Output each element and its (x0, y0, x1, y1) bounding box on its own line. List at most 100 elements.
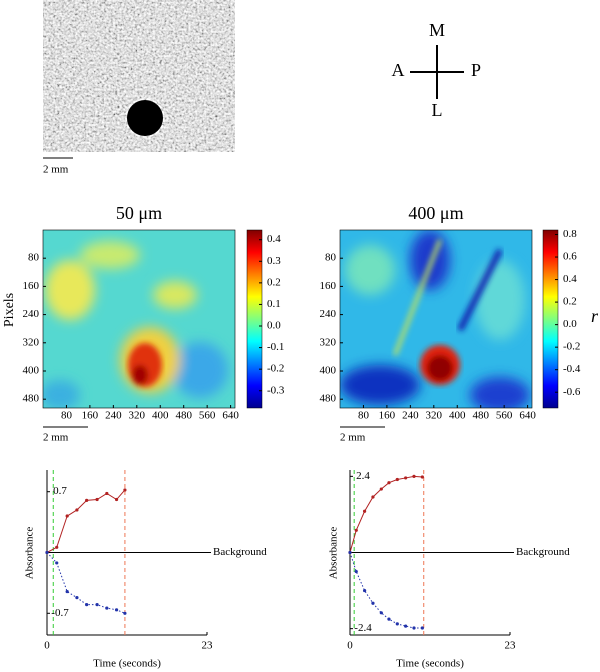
data-point (123, 611, 127, 615)
colorbar-tick-label: 0.4 (563, 273, 577, 285)
y-axis-label: Absorbance (328, 527, 340, 580)
series-line (349, 552, 423, 629)
colorbar-tick-label: -0.6 (563, 386, 581, 398)
x-tick-label: 240 (402, 410, 419, 422)
data-point (123, 488, 127, 492)
data-point (379, 487, 383, 491)
data-point (55, 561, 59, 565)
data-point (45, 550, 49, 555)
compass-label: A (392, 60, 405, 80)
colorbar-tick-label: -0.4 (563, 363, 581, 375)
y-tick-label: 240 (320, 308, 337, 320)
chart-title: 400 μm (408, 203, 463, 223)
y-axis-label: Pixels (2, 293, 17, 327)
colorbar-tick-label: 0.2 (563, 296, 577, 308)
colorbar-tick-label: 0.8 (563, 228, 577, 240)
annotation: Background (213, 546, 267, 558)
y-tick-label: 160 (23, 280, 40, 292)
compass: M A P L (392, 20, 482, 120)
annotation: Background (516, 546, 570, 558)
y-tick-label: 80 (28, 252, 40, 264)
data-point (404, 476, 408, 480)
data-point (85, 498, 89, 502)
y-tick-label: 320 (23, 336, 40, 348)
data-point (114, 497, 119, 502)
colorbar-tick-label: -0.2 (563, 341, 580, 353)
y-tick-label: 2.4 (356, 470, 370, 482)
data-point (363, 509, 367, 513)
x-tick-label: 640 (519, 410, 536, 422)
colorbar-tick-label: -0.3 (267, 384, 285, 396)
y-axis-label: Absorbance (24, 527, 36, 580)
x-tick-label: 400 (449, 410, 466, 422)
colorbar-tick-label: 0.1 (267, 298, 281, 310)
data-point (395, 477, 399, 482)
data-point (95, 603, 99, 607)
plot-frame (42, 229, 236, 409)
colorbar-tick-label: 0.6 (563, 251, 577, 263)
y-tick-label: 240 (23, 308, 40, 320)
data-point (412, 474, 416, 478)
colorbar-tick-label: 0.0 (267, 320, 281, 332)
data-point (371, 495, 375, 499)
y-tick-label: 400 (23, 365, 40, 377)
data-point (65, 589, 69, 594)
data-point (354, 569, 358, 574)
y-tick-label: -0.7 (51, 607, 69, 619)
x-tick-label: 23 (202, 640, 214, 652)
x-tick-label: 640 (222, 410, 239, 422)
plot-frame (339, 229, 533, 409)
x-tick-label: 23 (505, 640, 517, 652)
x-tick-label: 80 (61, 410, 73, 422)
y-tick-label: 160 (320, 280, 337, 292)
data-point (379, 611, 383, 615)
data-point (387, 481, 391, 485)
colorbar-tick-label: 0.3 (267, 255, 281, 267)
data-point (75, 508, 79, 512)
y-tick-label: 0.7 (53, 485, 67, 497)
x-tick-label: 0 (44, 640, 50, 652)
data-point (354, 528, 358, 532)
y-tick-label: 80 (325, 252, 337, 264)
y-tick-label: 320 (320, 336, 337, 348)
data-point (105, 491, 109, 496)
data-point (412, 626, 416, 630)
data-point (95, 497, 99, 502)
series-line (349, 475, 423, 553)
x-tick-label: 80 (358, 410, 370, 422)
series-line (46, 552, 126, 614)
compass-label: P (471, 60, 481, 80)
y-tick-label: -2.4 (354, 622, 372, 634)
heatmap-image (340, 230, 532, 408)
heatmap-image (43, 230, 235, 408)
scale-bar-label: 2 mm (43, 432, 69, 444)
compass-label: M (429, 20, 445, 40)
data-point (420, 475, 424, 479)
x-tick-label: 400 (152, 410, 169, 422)
x-tick-label: 480 (472, 410, 489, 422)
data-point (387, 617, 391, 621)
x-tick-label: 0 (347, 640, 353, 652)
colorbar-tick-label: 0.0 (563, 318, 577, 330)
x-tick-label: 160 (379, 410, 396, 422)
colorbar-tick-label: -0.2 (267, 363, 284, 375)
y-tick-label: 480 (320, 393, 337, 405)
scale-bar-label: 2 mm (340, 432, 366, 444)
data-point (55, 545, 59, 549)
data-point (371, 601, 375, 605)
colorbar-tick-label: 0.4 (267, 233, 281, 245)
x-tick-label: 160 (82, 410, 99, 422)
scale-bar-label: 2 mm (43, 164, 69, 176)
y-tick-label: 480 (23, 393, 40, 405)
x-tick-label: 480 (175, 410, 192, 422)
x-tick-label: 240 (105, 410, 122, 422)
photo (43, 0, 235, 152)
x-axis-label: Time (seconds) (93, 658, 161, 670)
x-tick-label: 560 (199, 410, 216, 422)
x-tick-label: 320 (129, 410, 146, 422)
colorbar-label: r (591, 306, 599, 326)
colorbar (246, 229, 263, 409)
colorbar (542, 229, 559, 409)
data-point (363, 588, 367, 593)
